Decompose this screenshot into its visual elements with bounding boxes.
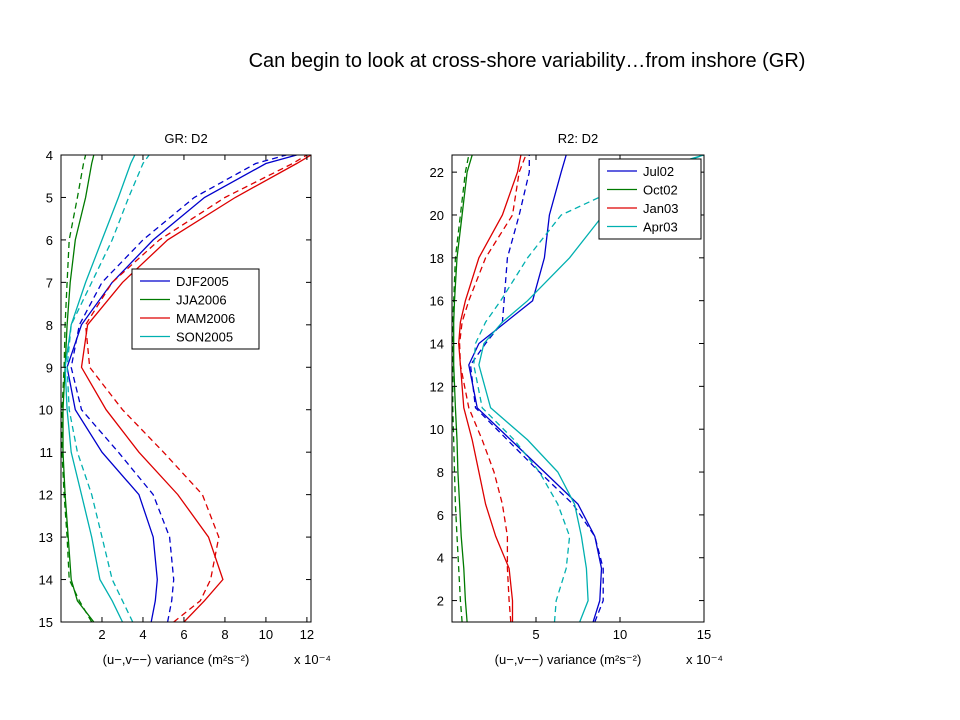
x-tick-label: 4 bbox=[139, 627, 146, 642]
series-line-mam2006-solid bbox=[80, 155, 311, 622]
series-line-djf2005-dashed bbox=[70, 155, 287, 622]
slide-title: Can begin to look at cross-shore variabi… bbox=[248, 50, 806, 72]
y-tick-label: 10 bbox=[39, 403, 53, 418]
x-tick-label: 10 bbox=[259, 627, 273, 642]
y-tick-label: 8 bbox=[437, 465, 444, 480]
series-line-apr03-solid bbox=[478, 155, 704, 622]
y-tick-label: 4 bbox=[437, 551, 444, 566]
plot-frame bbox=[451, 154, 705, 623]
series-line-jul02-solid bbox=[468, 155, 603, 622]
series-group bbox=[61, 155, 311, 622]
legend-label-djf2005: DJF2005 bbox=[176, 274, 229, 289]
series-line-jan03-solid bbox=[458, 155, 522, 622]
series-line-djf2005-solid bbox=[66, 155, 297, 622]
y-tick-label: 10 bbox=[430, 422, 444, 437]
legend-label-son2005: SON2005 bbox=[176, 330, 233, 345]
panel-gr-d2: 2 4 6 8 10 12 4 5 6 7 8 9 10 11 12 13 14 15 GR: D2 (u−,v−−)… bbox=[39, 131, 332, 667]
x-tick-label: 8 bbox=[221, 627, 228, 642]
y-tick-label: 7 bbox=[46, 275, 53, 290]
series-line-son2005-dashed bbox=[66, 155, 150, 622]
x-tick-label: 6 bbox=[180, 627, 187, 642]
y-tick-label: 14 bbox=[39, 573, 53, 588]
plot-frame bbox=[60, 154, 312, 623]
x-tick-label: 15 bbox=[697, 627, 711, 642]
x-tick-label: 12 bbox=[300, 627, 314, 642]
y-tick-label: 9 bbox=[46, 360, 53, 375]
series-line-jan03-dashed bbox=[458, 155, 527, 622]
x-axis-scale-label: x 10⁻⁴ bbox=[294, 652, 331, 667]
y-tick-label: 13 bbox=[39, 530, 53, 545]
y-tick-label: 22 bbox=[430, 165, 444, 180]
axes-title: GR: D2 bbox=[164, 131, 207, 146]
x-tick-label: 2 bbox=[98, 627, 105, 642]
y-tick-label: 18 bbox=[430, 251, 444, 266]
x-axis-label: (u−,v−−) variance (m²s⁻²) bbox=[103, 652, 250, 667]
legend-box bbox=[131, 268, 260, 350]
series-line-jja2006-dashed bbox=[61, 155, 93, 622]
y-tick-label: 8 bbox=[46, 318, 53, 333]
legend: Jul02 Oct02 Jan03 Apr03 bbox=[598, 158, 702, 240]
panel-r2-d2: 5 10 15 2 4 6 8 10 12 14 16 18 20 22 R2: D2 (u−,v−−) va… bbox=[430, 131, 724, 667]
x-axis-scale-label: x 10⁻⁴ bbox=[686, 652, 723, 667]
y-tick-label: 15 bbox=[39, 615, 53, 630]
series-line-jul02-dashed bbox=[469, 155, 604, 622]
y-tick-label: 20 bbox=[430, 208, 444, 223]
y-tick-label: 16 bbox=[430, 294, 444, 309]
y-tick-label: 5 bbox=[46, 190, 53, 205]
y-tick-label: 14 bbox=[430, 337, 444, 352]
y-tick-label: 4 bbox=[46, 148, 53, 163]
x-axis-label: (u−,v−−) variance (m²s⁻²) bbox=[495, 652, 642, 667]
y-tick-label: 6 bbox=[437, 508, 444, 523]
legend-label-jja2006: JJA2006 bbox=[176, 293, 227, 308]
legend: DJF2005 JJA2006 MAM2006 SON2005 bbox=[131, 268, 260, 350]
y-tick-label: 12 bbox=[430, 379, 444, 394]
series-line-jja2006-solid bbox=[62, 155, 95, 622]
series-line-son2005-solid bbox=[64, 155, 136, 622]
y-tick-label: 6 bbox=[46, 233, 53, 248]
legend-label-apr03: Apr03 bbox=[643, 220, 678, 235]
x-tick-label: 10 bbox=[613, 627, 627, 642]
axes-title: R2: D2 bbox=[558, 131, 598, 146]
legend-label-jan03: Jan03 bbox=[643, 201, 678, 216]
series-line-mam2006-dashed bbox=[84, 155, 308, 622]
series-line-apr03-dashed bbox=[473, 155, 704, 622]
y-tick-label: 2 bbox=[437, 594, 444, 609]
legend-label-jul02: Jul02 bbox=[643, 164, 674, 179]
legend-label-mam2006: MAM2006 bbox=[176, 311, 235, 326]
legend-box bbox=[598, 158, 702, 240]
y-tick-label: 12 bbox=[39, 488, 53, 503]
series-line-oct02-solid bbox=[453, 155, 473, 622]
legend-label-oct02: Oct02 bbox=[643, 183, 678, 198]
x-tick-label: 5 bbox=[532, 627, 539, 642]
y-tick-label: 11 bbox=[40, 445, 54, 460]
